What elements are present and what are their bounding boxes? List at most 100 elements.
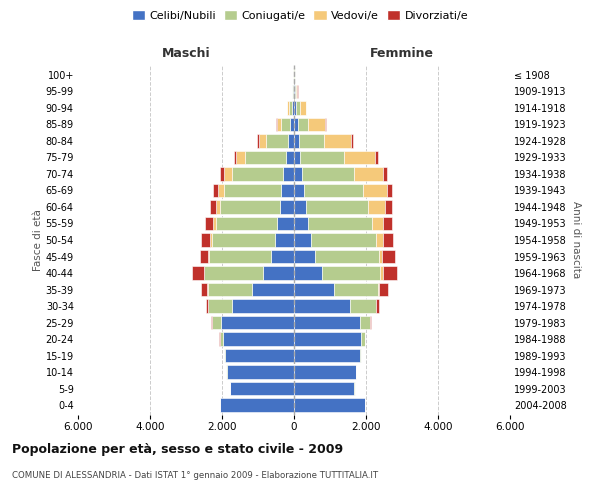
Bar: [334, 283, 378, 296]
Bar: [212, 316, 221, 330]
Bar: [324, 134, 351, 147]
Bar: [205, 266, 263, 280]
Bar: [304, 184, 363, 197]
Bar: [221, 316, 294, 330]
Bar: [292, 101, 294, 114]
Bar: [283, 167, 294, 180]
Bar: [223, 332, 294, 346]
Bar: [383, 216, 392, 230]
Bar: [263, 266, 294, 280]
Bar: [210, 200, 216, 214]
Bar: [294, 167, 302, 180]
Bar: [206, 300, 208, 313]
Bar: [294, 250, 315, 264]
Bar: [200, 250, 208, 264]
Bar: [344, 150, 375, 164]
Bar: [251, 283, 294, 296]
Bar: [375, 150, 378, 164]
Bar: [294, 300, 350, 313]
Bar: [379, 250, 382, 264]
Bar: [280, 200, 294, 214]
Bar: [294, 150, 300, 164]
Bar: [300, 101, 305, 114]
Bar: [224, 349, 225, 362]
Bar: [359, 349, 361, 362]
Bar: [224, 184, 281, 197]
Bar: [315, 250, 379, 264]
Bar: [308, 216, 372, 230]
Bar: [202, 233, 210, 247]
Bar: [294, 233, 311, 247]
Bar: [230, 382, 294, 396]
Bar: [232, 300, 294, 313]
Bar: [203, 266, 205, 280]
Bar: [292, 84, 293, 98]
Bar: [372, 216, 383, 230]
Bar: [218, 184, 224, 197]
Bar: [379, 283, 388, 296]
Bar: [294, 332, 361, 346]
Bar: [308, 118, 325, 131]
Bar: [368, 200, 385, 214]
Bar: [277, 118, 281, 131]
Bar: [363, 184, 387, 197]
Bar: [376, 233, 383, 247]
Bar: [294, 382, 355, 396]
Bar: [281, 184, 294, 197]
Bar: [287, 101, 289, 114]
Bar: [383, 266, 397, 280]
Bar: [209, 250, 271, 264]
Bar: [294, 283, 334, 296]
Bar: [245, 150, 286, 164]
Y-axis label: Anni di nascita: Anni di nascita: [571, 202, 581, 278]
Text: Popolazione per età, sesso e stato civile - 2009: Popolazione per età, sesso e stato civil…: [12, 442, 343, 456]
Bar: [300, 150, 344, 164]
Bar: [370, 316, 371, 330]
Bar: [383, 233, 394, 247]
Bar: [351, 134, 353, 147]
Bar: [383, 167, 387, 180]
Bar: [382, 250, 395, 264]
Bar: [277, 216, 294, 230]
Bar: [212, 233, 275, 247]
Bar: [257, 134, 259, 147]
Bar: [294, 184, 304, 197]
Bar: [224, 167, 232, 180]
Bar: [294, 316, 359, 330]
Bar: [385, 200, 392, 214]
Bar: [275, 233, 294, 247]
Bar: [236, 150, 245, 164]
Bar: [294, 134, 299, 147]
Bar: [361, 332, 365, 346]
Bar: [296, 84, 298, 98]
Text: Femmine: Femmine: [370, 47, 434, 60]
Bar: [266, 134, 288, 147]
Bar: [295, 84, 296, 98]
Legend: Celibi/Nubili, Coniugati/e, Vedovi/e, Divorziati/e: Celibi/Nubili, Coniugati/e, Vedovi/e, Di…: [130, 8, 470, 24]
Bar: [232, 167, 283, 180]
Text: COMUNE DI ALESSANDRIA - Dati ISTAT 1° gennaio 2009 - Elaborazione TUTTITALIA.IT: COMUNE DI ALESSANDRIA - Dati ISTAT 1° ge…: [12, 471, 378, 480]
Bar: [294, 266, 322, 280]
Bar: [294, 200, 306, 214]
Bar: [201, 283, 207, 296]
Bar: [290, 118, 294, 131]
Bar: [294, 349, 359, 362]
Bar: [306, 200, 368, 214]
Bar: [294, 101, 296, 114]
Bar: [286, 150, 294, 164]
Bar: [376, 300, 379, 313]
Bar: [380, 266, 383, 280]
Bar: [208, 250, 209, 264]
Bar: [213, 184, 218, 197]
Bar: [299, 134, 324, 147]
Bar: [212, 216, 215, 230]
Bar: [294, 366, 356, 379]
Bar: [234, 150, 236, 164]
Bar: [293, 84, 294, 98]
Bar: [322, 266, 380, 280]
Bar: [311, 233, 376, 247]
Bar: [281, 118, 290, 131]
Bar: [325, 118, 326, 131]
Bar: [259, 134, 266, 147]
Bar: [271, 250, 294, 264]
